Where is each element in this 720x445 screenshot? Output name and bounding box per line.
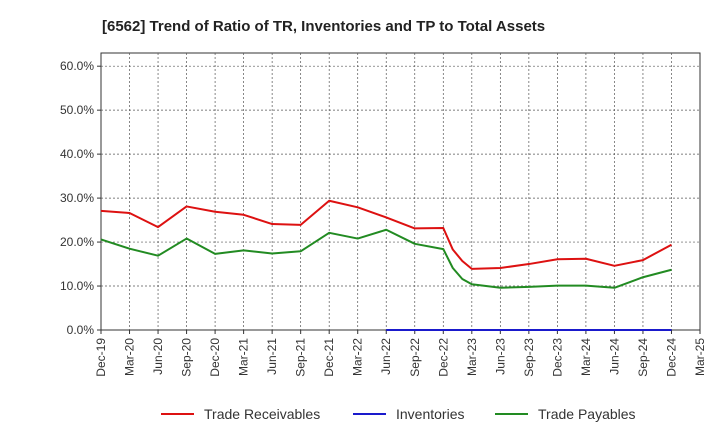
x-tick-label: Dec-22	[436, 338, 450, 377]
x-tick-label: Mar-23	[465, 338, 479, 376]
plot-area: 0.0% 10.0% 20.0% 30.0% 40.0% 50.0% 60.0% Dec-19…	[60, 52, 707, 377]
x-tick-label: Mar-25	[693, 338, 707, 376]
x-tick-label: Jun-24	[607, 338, 621, 375]
x-tick-label: Sep-20	[180, 338, 194, 377]
legend: Trade Receivables Inventories Trade Payabl…	[161, 406, 636, 422]
y-tick-label: 10.0%	[60, 279, 94, 293]
y-tick-label: 60.0%	[60, 59, 94, 73]
y-tick-label: 30.0%	[60, 191, 94, 205]
legend-label-trade-receivables: Trade Receivables	[204, 406, 320, 422]
x-tick-label: Jun-20	[151, 338, 165, 375]
y-tick-label: 40.0%	[60, 147, 94, 161]
x-tick-label: Dec-19	[94, 338, 108, 377]
x-tick-label: Dec-20	[208, 338, 222, 377]
x-tick-label: Jun-23	[493, 338, 507, 375]
plot-frame	[100, 52, 701, 331]
x-tick-label: Jun-21	[265, 338, 279, 375]
x-tick-label: Sep-22	[408, 338, 422, 377]
x-tick-label: Sep-23	[522, 338, 536, 377]
x-tick-label: Dec-21	[322, 338, 336, 377]
series-line-trade-receivables	[100, 199, 672, 270]
x-tick-label: Sep-24	[636, 338, 650, 377]
series-line-trade-payables	[100, 228, 672, 289]
y-tick-label: 0.0%	[67, 323, 95, 337]
x-tick-label: Mar-20	[123, 338, 137, 376]
y-tick-label: 50.0%	[60, 103, 94, 117]
x-tick-label: Mar-22	[351, 338, 365, 376]
x-tick-label: Jun-22	[379, 338, 393, 375]
x-tick-label: Dec-23	[550, 338, 564, 377]
x-tick-label: Mar-21	[237, 338, 251, 376]
x-tick-label: Dec-24	[664, 338, 678, 377]
x-tick-label: Sep-21	[294, 338, 308, 377]
legend-label-trade-payables: Trade Payables	[538, 406, 636, 422]
x-tick-label: Mar-24	[579, 338, 593, 376]
legend-label-inventories: Inventories	[396, 406, 464, 422]
y-tick-label: 20.0%	[60, 235, 94, 249]
chart-title: [6562] Trend of Ratio of TR, Inventories…	[102, 18, 545, 35]
